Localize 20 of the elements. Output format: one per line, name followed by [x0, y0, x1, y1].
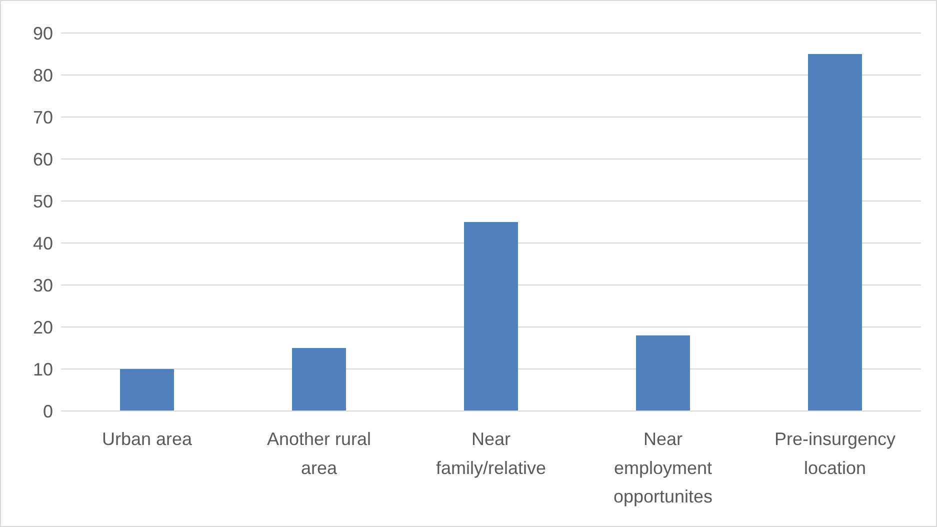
bar	[808, 54, 862, 411]
y-tick-label: 40	[32, 233, 53, 254]
y-tick-label: 50	[32, 191, 53, 212]
x-tick-label: Near family/relative	[436, 429, 546, 478]
y-tick-label: 80	[32, 65, 53, 86]
x-tick-label: Another rural area	[266, 429, 372, 478]
y-tick-label: 30	[32, 275, 53, 296]
y-tick-label: 70	[32, 107, 53, 128]
y-tick-label: 0	[42, 401, 53, 422]
y-tick-label: 60	[32, 149, 53, 170]
bar	[120, 369, 174, 411]
y-tick-label: 20	[32, 317, 53, 338]
x-tick-label: Urban area	[102, 429, 194, 449]
x-tick-label: Near employment opportunites	[613, 429, 713, 507]
bar	[636, 335, 690, 411]
x-tick-label: Pre-insurgency location	[774, 429, 896, 478]
y-tick-label: 90	[32, 23, 53, 44]
bar	[292, 348, 346, 411]
y-tick-label: 10	[32, 359, 53, 380]
bar	[464, 222, 518, 411]
